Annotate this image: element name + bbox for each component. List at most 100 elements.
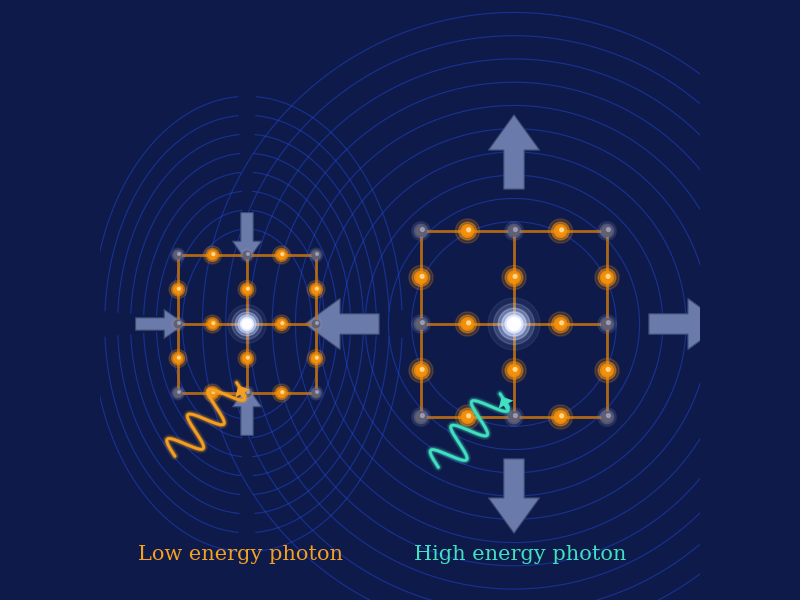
Circle shape [601, 364, 614, 377]
Circle shape [606, 228, 610, 232]
Circle shape [203, 246, 222, 264]
Circle shape [311, 284, 321, 295]
FancyArrow shape [309, 310, 358, 338]
Circle shape [242, 319, 252, 329]
Circle shape [416, 365, 426, 376]
Circle shape [281, 391, 284, 394]
Circle shape [178, 253, 181, 256]
Circle shape [246, 287, 250, 290]
Circle shape [466, 228, 470, 232]
Circle shape [209, 320, 216, 328]
Circle shape [173, 353, 183, 364]
Circle shape [312, 251, 320, 259]
Circle shape [494, 304, 534, 344]
Circle shape [275, 317, 288, 331]
Circle shape [246, 391, 250, 394]
Circle shape [507, 410, 521, 424]
Circle shape [243, 355, 250, 362]
Circle shape [554, 317, 567, 331]
Circle shape [311, 388, 321, 398]
Circle shape [169, 281, 187, 298]
Circle shape [246, 253, 250, 256]
Circle shape [242, 250, 252, 260]
Circle shape [315, 287, 318, 290]
Circle shape [241, 317, 254, 331]
Circle shape [414, 364, 427, 377]
Circle shape [560, 414, 563, 418]
Circle shape [505, 315, 523, 333]
Circle shape [514, 275, 517, 278]
Circle shape [206, 317, 219, 331]
Circle shape [602, 365, 612, 376]
Circle shape [509, 412, 519, 422]
Circle shape [273, 246, 290, 264]
Circle shape [502, 312, 526, 336]
Circle shape [243, 251, 250, 259]
Circle shape [209, 251, 216, 259]
Circle shape [206, 386, 219, 400]
Circle shape [173, 250, 183, 260]
Circle shape [311, 250, 321, 260]
Circle shape [455, 405, 479, 429]
Circle shape [312, 320, 320, 328]
Circle shape [458, 222, 476, 240]
Circle shape [420, 275, 424, 278]
Circle shape [606, 368, 610, 371]
Circle shape [174, 389, 182, 397]
Circle shape [243, 389, 250, 397]
Circle shape [203, 315, 222, 333]
Circle shape [174, 320, 182, 328]
Circle shape [310, 352, 322, 365]
Circle shape [212, 322, 214, 325]
Circle shape [412, 221, 430, 240]
Circle shape [240, 248, 254, 262]
Circle shape [600, 410, 614, 424]
Circle shape [505, 221, 523, 240]
Circle shape [171, 248, 185, 262]
FancyArrow shape [305, 298, 379, 350]
Circle shape [278, 389, 285, 397]
Circle shape [208, 388, 218, 398]
Circle shape [414, 317, 428, 331]
Circle shape [416, 412, 426, 422]
Circle shape [275, 248, 288, 262]
Circle shape [514, 368, 517, 371]
Circle shape [173, 319, 183, 329]
Circle shape [502, 265, 526, 290]
FancyArrow shape [233, 386, 262, 436]
Circle shape [243, 286, 250, 293]
Circle shape [606, 321, 610, 325]
Circle shape [277, 388, 286, 398]
Circle shape [600, 317, 614, 331]
Circle shape [275, 386, 288, 400]
FancyArrow shape [489, 459, 539, 533]
Circle shape [171, 283, 185, 296]
Circle shape [203, 384, 222, 402]
Circle shape [409, 358, 433, 383]
Circle shape [505, 269, 523, 286]
Circle shape [240, 386, 254, 400]
Circle shape [309, 317, 323, 331]
Circle shape [178, 322, 181, 325]
Circle shape [514, 414, 518, 418]
Circle shape [552, 408, 570, 426]
Circle shape [462, 226, 472, 236]
Circle shape [560, 228, 563, 232]
Circle shape [556, 412, 566, 422]
Circle shape [416, 319, 426, 329]
Circle shape [316, 391, 318, 394]
Circle shape [549, 405, 573, 429]
Circle shape [412, 362, 430, 379]
Circle shape [174, 286, 182, 293]
Circle shape [552, 222, 570, 240]
Circle shape [173, 284, 183, 295]
Circle shape [556, 226, 566, 236]
Circle shape [313, 286, 319, 293]
Circle shape [241, 352, 254, 365]
Circle shape [309, 386, 323, 400]
Circle shape [208, 319, 218, 329]
Circle shape [455, 219, 479, 243]
Circle shape [549, 219, 573, 243]
Circle shape [312, 389, 320, 397]
Circle shape [206, 248, 219, 262]
